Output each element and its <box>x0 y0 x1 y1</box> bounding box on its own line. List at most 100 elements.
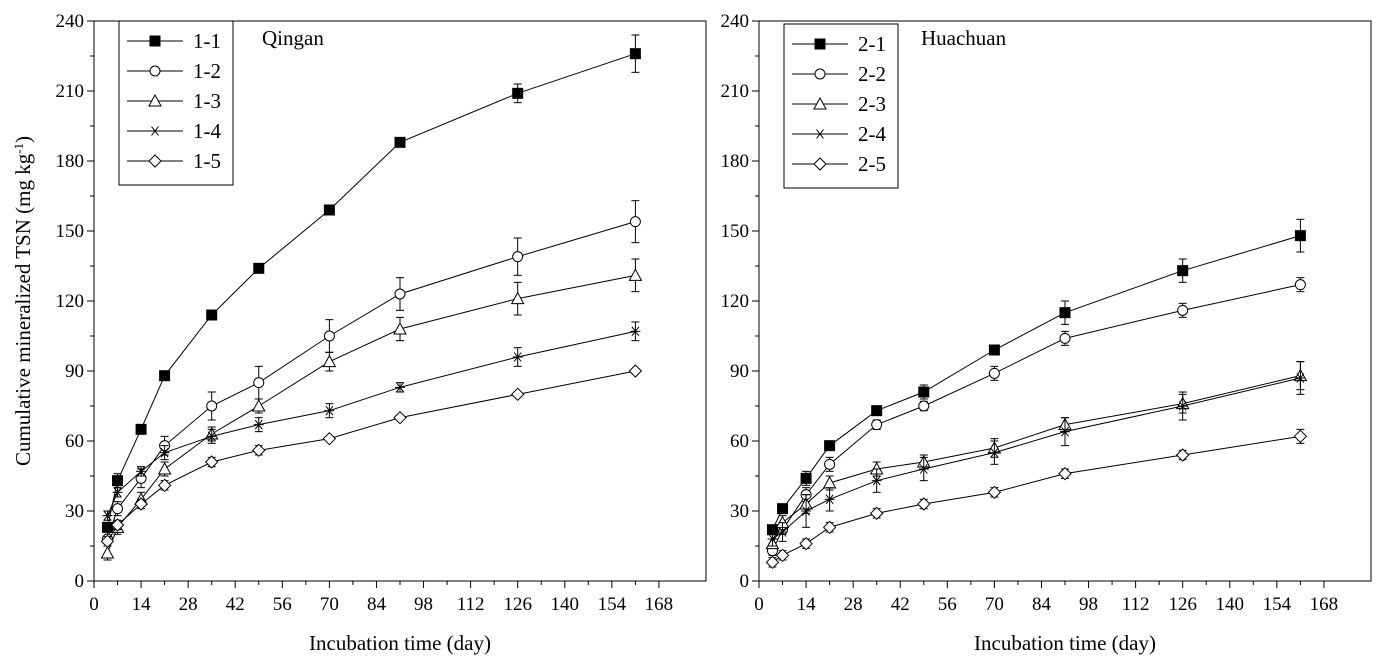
x-tick-label: 56 <box>938 594 957 615</box>
series-line-2-4 <box>772 377 1301 540</box>
data-point <box>918 400 930 412</box>
data-point <box>159 370 171 382</box>
data-point <box>871 475 882 486</box>
series-2-2 <box>766 277 1306 557</box>
x-tick-label: 168 <box>645 594 674 615</box>
data-point <box>800 472 812 484</box>
panel-title-huachuan: Huachuan <box>921 26 1007 50</box>
data-point <box>1058 466 1072 481</box>
x-tick-label: 154 <box>598 594 627 615</box>
legend-entry-1-2: 1-2 <box>127 59 221 83</box>
x-tick-label: 42 <box>226 594 245 615</box>
x-tick-label: 168 <box>1310 594 1339 615</box>
data-point <box>1177 401 1188 411</box>
data-point <box>157 461 172 475</box>
x-tick-label: 154 <box>1263 594 1292 615</box>
y-tick-label: 180 <box>56 151 85 172</box>
data-point <box>110 518 125 532</box>
data-point <box>510 291 525 305</box>
data-point <box>1177 304 1189 316</box>
y-tick-label: 180 <box>721 151 750 172</box>
legend-marker <box>813 157 827 171</box>
series-line-2-3 <box>771 375 1301 544</box>
y-tick-label: 30 <box>65 501 84 522</box>
y-tick-label: 60 <box>730 431 749 452</box>
legend-label: 2-1 <box>858 32 886 56</box>
series-line-1-1 <box>106 53 636 528</box>
data-point <box>988 367 1000 379</box>
data-point <box>253 419 264 430</box>
x-tick-label: 84 <box>367 594 387 615</box>
x-tick-label: 56 <box>273 594 292 615</box>
data-point <box>393 410 407 425</box>
data-point <box>512 87 524 99</box>
legend-label: 1-2 <box>193 59 221 83</box>
data-point <box>159 447 170 458</box>
panel-title-qingan: Qingan <box>262 26 324 50</box>
data-point <box>512 251 524 263</box>
data-point <box>869 506 884 521</box>
data-point <box>1293 429 1308 444</box>
data-point <box>512 352 523 362</box>
x-tick-label: 84 <box>1032 594 1052 615</box>
series-1-4 <box>102 321 641 521</box>
y-tick-label: 210 <box>56 81 85 102</box>
y-tick-label: 0 <box>75 571 85 592</box>
legend-marker <box>813 96 827 110</box>
panel-qingan: 0 14 28 42 56 70 84 98 112 126 140 154 168 0 30 60 90 120… <box>11 11 707 655</box>
data-point <box>824 440 836 452</box>
data-point <box>206 309 218 321</box>
series-2-3 <box>765 361 1308 550</box>
x-tick-label: 0 <box>754 594 764 615</box>
x-tick-label: 126 <box>503 594 532 615</box>
data-point <box>1059 332 1071 344</box>
series-line-1-5 <box>107 370 636 542</box>
data-point <box>322 431 337 446</box>
series-marks-qingan <box>100 34 643 561</box>
data-point <box>206 400 218 412</box>
legend-marker <box>814 38 826 50</box>
x-tick-label: 28 <box>844 594 863 615</box>
legend-label: 1-4 <box>193 119 221 143</box>
data-point <box>253 262 265 274</box>
data-point <box>629 216 641 228</box>
x-tick-label: 140 <box>551 594 580 615</box>
data-point <box>112 487 123 498</box>
legend-box-qingan <box>118 20 234 186</box>
data-point <box>767 534 778 544</box>
series-line-1-3 <box>106 274 636 554</box>
legend-marker <box>148 154 162 168</box>
legend-entry-2-3: 2-3 <box>792 92 886 116</box>
x-tick-label: 70 <box>985 594 1004 615</box>
x-tick-label: 42 <box>891 594 910 615</box>
data-point <box>824 458 836 470</box>
data-point <box>918 386 930 398</box>
x-tick-label: 112 <box>457 594 485 615</box>
data-point <box>871 419 883 431</box>
data-point <box>100 534 115 549</box>
data-point <box>322 354 337 368</box>
x-axis-title-huachuan: Incubation time (day) <box>974 631 1156 655</box>
legend-entry-1-1: 1-1 <box>127 29 221 53</box>
legend-label: 2-3 <box>858 92 886 116</box>
x-tick-label: 0 <box>89 594 99 615</box>
legend-entry-1-4: 1-4 <box>127 119 221 143</box>
legend-marker <box>815 129 825 139</box>
data-point <box>799 536 813 551</box>
legend-entry-1-5: 1-5 <box>127 149 221 173</box>
y-tick-label: 240 <box>56 11 85 32</box>
y-axis-title-sup: -1 <box>11 143 26 154</box>
y-tick-label: 0 <box>740 571 750 592</box>
x-tick-label: 112 <box>1122 594 1150 615</box>
data-point <box>917 497 931 511</box>
data-point <box>630 326 641 337</box>
data-point <box>324 405 335 416</box>
series-2-4 <box>767 361 1306 547</box>
x-tick-label: 70 <box>320 594 339 615</box>
legend-huachuan: 2-1 2-2 2-3 2-4 2-5 <box>783 23 899 189</box>
data-point <box>102 510 113 521</box>
data-point <box>323 330 335 342</box>
data-point <box>252 443 266 458</box>
data-point <box>1294 279 1306 291</box>
